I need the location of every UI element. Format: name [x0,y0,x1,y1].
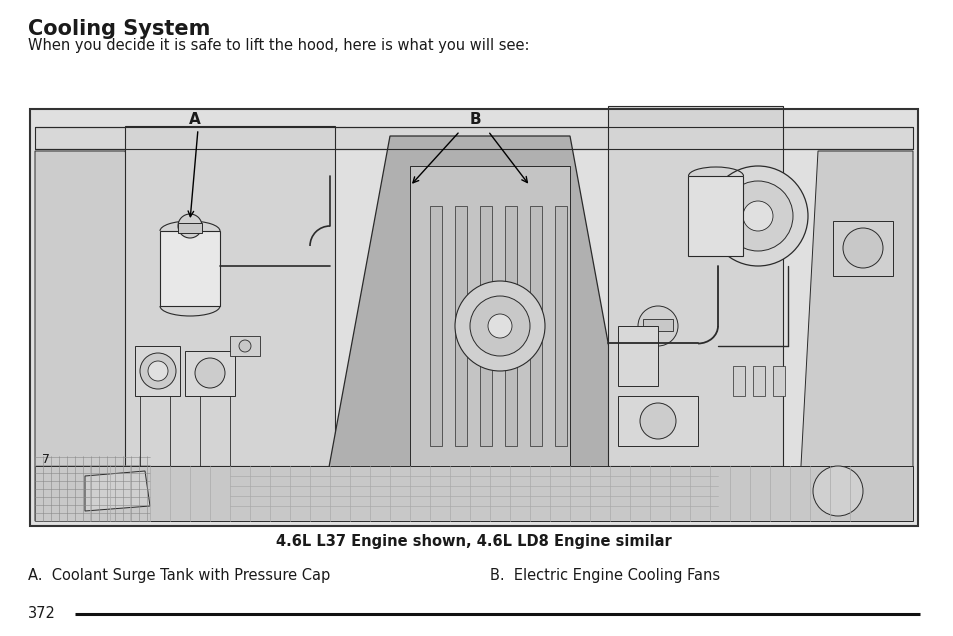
Circle shape [488,314,512,338]
Bar [30,109,917,526]
Circle shape [239,340,251,352]
Text: 4.6L L37 Engine shown, 4.6L LD8 Engine similar: 4.6L L37 Engine shown, 4.6L LD8 Engine s… [275,534,671,549]
Bar [410,166,569,476]
Circle shape [455,281,544,371]
Bar [30,109,917,526]
Bar [832,221,892,276]
Bar [752,366,764,396]
Text: B: B [469,112,480,127]
Bar [185,351,234,396]
Bar [504,206,517,446]
Bar [642,319,672,331]
Bar [687,176,742,256]
Circle shape [148,361,168,381]
Circle shape [178,214,202,238]
Circle shape [194,358,225,388]
Text: A: A [189,112,201,127]
Bar [555,206,566,446]
Bar [455,206,467,446]
Text: A.  Coolant Surge Tank with Pressure Cap: A. Coolant Surge Tank with Pressure Cap [28,568,330,583]
Text: When you decide it is safe to lift the hood, here is what you will see:: When you decide it is safe to lift the h… [28,38,529,53]
Circle shape [470,296,530,356]
Circle shape [639,403,676,439]
Text: B.  Electric Engine Cooling Fans: B. Electric Engine Cooling Fans [490,568,720,583]
Polygon shape [797,151,912,521]
Text: 372: 372 [28,607,56,621]
Bar [479,206,492,446]
Bar [125,126,335,466]
Bar [607,106,782,466]
Bar [35,127,912,149]
Polygon shape [35,151,150,521]
Circle shape [707,166,807,266]
Circle shape [722,181,792,251]
Bar [530,206,541,446]
Bar [30,110,916,525]
Bar [618,326,658,386]
Bar [230,336,260,356]
Text: 7: 7 [42,453,50,466]
Circle shape [638,306,678,346]
Bar [160,231,220,306]
Bar [430,206,441,446]
Bar [618,396,698,446]
Circle shape [140,353,175,389]
Circle shape [742,201,772,231]
Bar [35,466,912,521]
Circle shape [812,466,862,516]
Text: Cooling System: Cooling System [28,19,211,39]
Bar [772,366,784,396]
Circle shape [842,228,882,268]
Polygon shape [85,471,150,511]
Bar [732,366,744,396]
Bar [135,346,180,396]
Bar [178,223,202,233]
Polygon shape [319,136,639,516]
